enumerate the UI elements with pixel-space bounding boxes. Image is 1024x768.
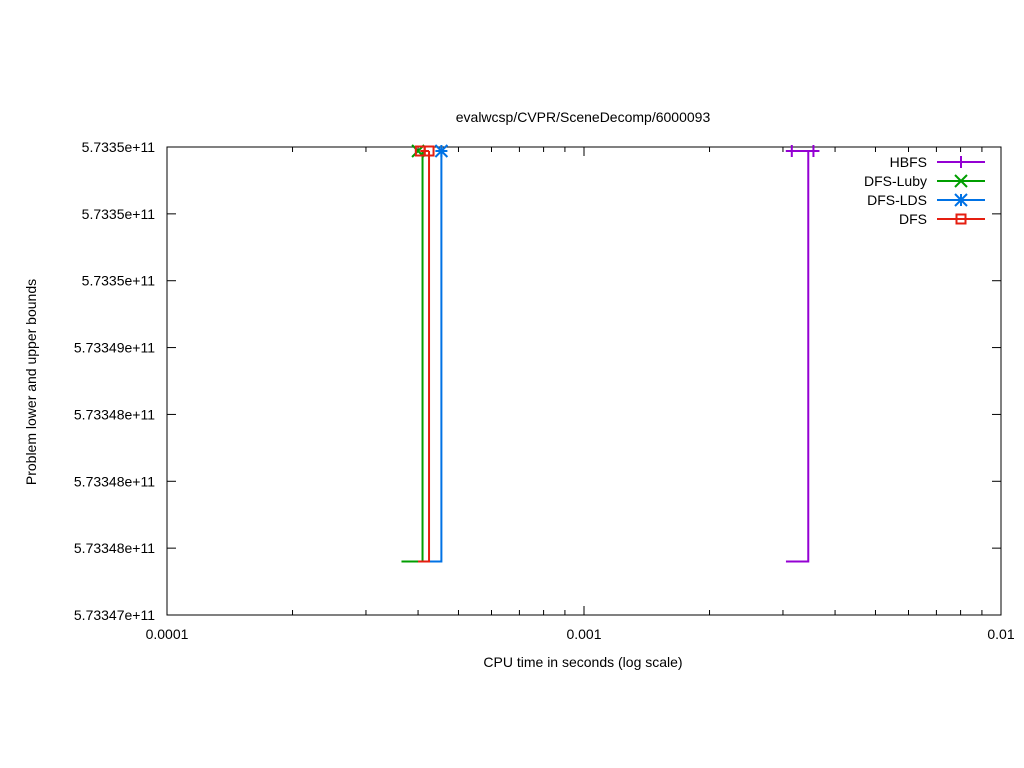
legend: HBFS DFS-Luby DFS-LDS DFS — [864, 154, 985, 227]
y-tick-label: 5.73349e+11 — [74, 340, 155, 356]
series-dfs-luby — [401, 144, 425, 563]
data-point-marker — [423, 145, 435, 157]
series-hbfs — [785, 145, 820, 563]
series-dfs — [414, 145, 435, 563]
y-tick-label: 5.7335e+11 — [82, 139, 156, 155]
y-tick-label: 5.7335e+11 — [82, 273, 156, 289]
y-tick-label: 5.73347e+11 — [74, 607, 155, 623]
legend-marker — [955, 156, 967, 168]
x-tick-label: 0.001 — [566, 626, 601, 642]
data-point-marker — [434, 144, 449, 158]
series-line — [785, 151, 810, 563]
y-tick-label: 5.73348e+11 — [74, 406, 155, 422]
series-line — [426, 151, 443, 563]
y-tick-label: 5.73348e+11 — [74, 473, 155, 489]
legend-label: DFS — [899, 211, 927, 227]
legend-marker — [954, 193, 968, 207]
chart-title: evalwcsp/CVPR/SceneDecomp/6000093 — [456, 109, 711, 125]
series-line — [418, 151, 431, 563]
legend-label: HBFS — [890, 154, 927, 170]
y-tick-label: 5.7335e+11 — [82, 206, 156, 222]
plot-frame — [166, 146, 1002, 616]
data-point-marker — [785, 145, 798, 158]
y-tick-label: 5.73348e+11 — [74, 540, 155, 556]
y-axis-label: Problem lower and upper bounds — [23, 279, 39, 485]
x-tick-label: 0.01 — [987, 626, 1014, 642]
x-axis-label: CPU time in seconds (log scale) — [483, 654, 682, 670]
legend-item: DFS — [899, 211, 985, 227]
legend-marker — [954, 174, 968, 188]
x-tick-label: 0.0001 — [146, 626, 189, 642]
legend-label: DFS-LDS — [867, 192, 927, 208]
legend-item: HBFS — [890, 154, 985, 170]
legend-label: DFS-Luby — [864, 173, 927, 189]
ticks-layer: 5.73347e+11 5.73348e+11 5.73348e+11 5.73348… — [74, 139, 1015, 642]
legend-marker — [955, 213, 967, 225]
series-dfs-lds — [426, 144, 449, 563]
series-line — [401, 151, 424, 563]
legend-item: DFS-Luby — [864, 173, 985, 189]
legend-item: DFS-LDS — [867, 192, 985, 208]
data-point-marker — [807, 145, 820, 158]
series-layer — [401, 144, 820, 563]
